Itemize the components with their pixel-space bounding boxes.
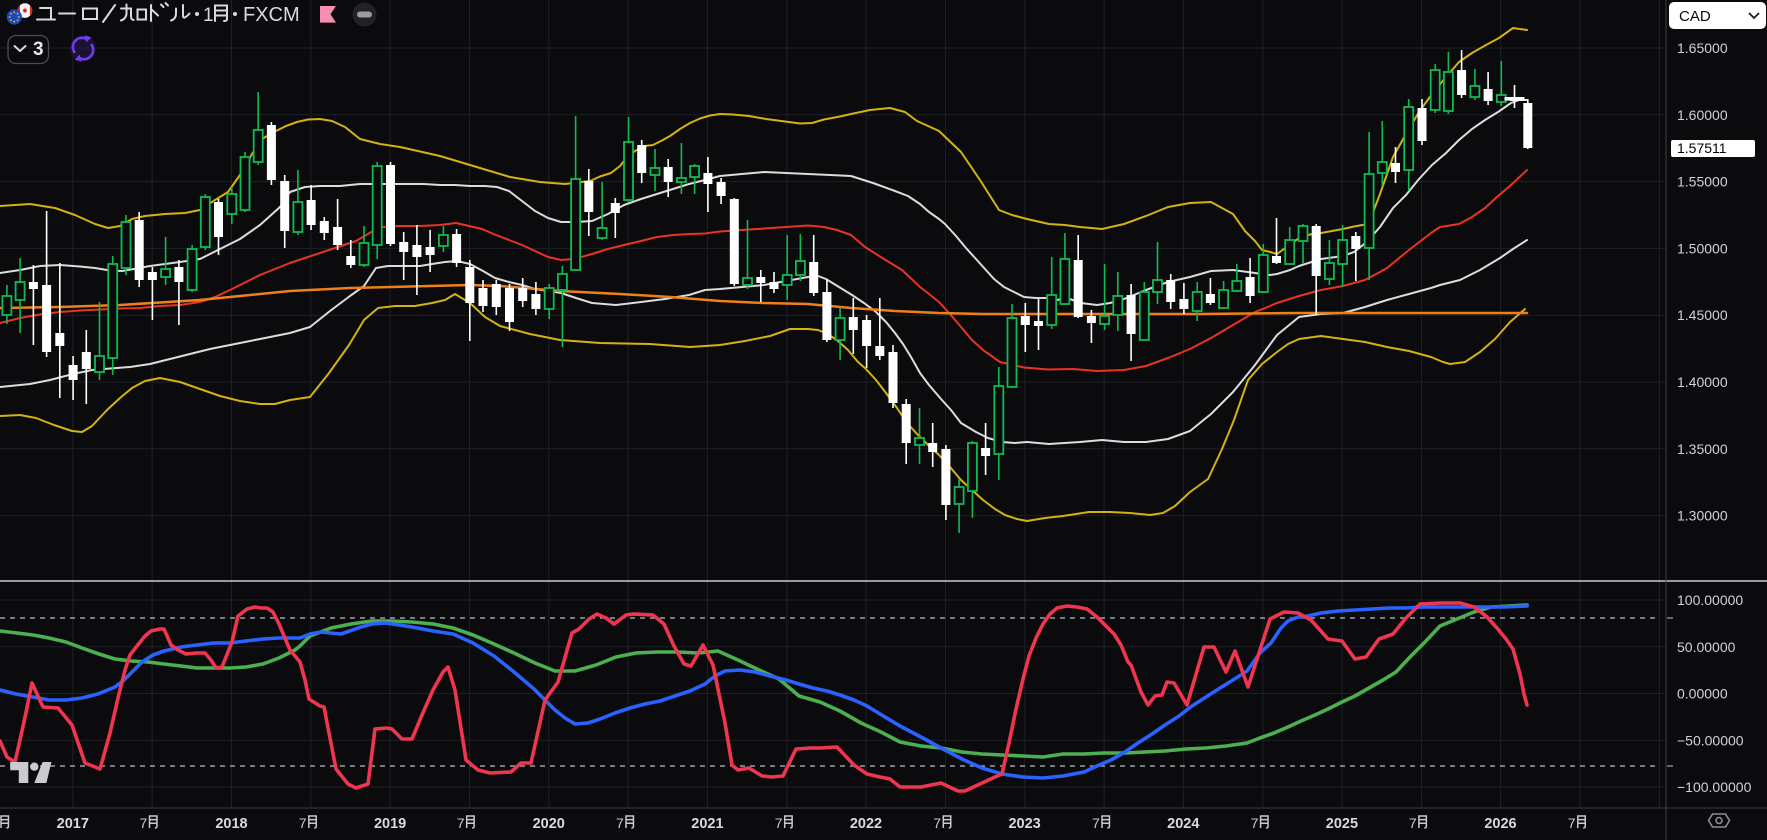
svg-text:7: 7: [299, 815, 307, 831]
svg-text:7: 7: [1568, 815, 1576, 831]
svg-text:2024: 2024: [1167, 816, 1199, 832]
svg-text:−50.00000: −50.00000: [1677, 732, 1744, 748]
svg-text:1.40000: 1.40000: [1677, 374, 1728, 390]
svg-text:7: 7: [616, 815, 624, 831]
svg-text:1.65000: 1.65000: [1677, 40, 1728, 56]
svg-text:1.55000: 1.55000: [1677, 174, 1728, 190]
svg-text:100.00000: 100.00000: [1677, 592, 1743, 608]
svg-text:2025: 2025: [1326, 816, 1358, 832]
svg-text:7: 7: [775, 815, 783, 831]
svg-text:FXCM: FXCM: [243, 4, 300, 26]
svg-text:1.57511: 1.57511: [1677, 140, 1727, 156]
svg-text:7: 7: [140, 815, 148, 831]
svg-text:2022: 2022: [850, 816, 882, 832]
svg-text:7: 7: [933, 815, 941, 831]
svg-text:2018: 2018: [215, 816, 247, 832]
svg-text:7: 7: [1409, 815, 1417, 831]
svg-text:3: 3: [33, 39, 44, 60]
svg-text:2019: 2019: [374, 816, 406, 832]
svg-text:2020: 2020: [533, 816, 565, 832]
svg-text:2026: 2026: [1484, 816, 1516, 832]
svg-text:7: 7: [1251, 815, 1259, 831]
svg-text:CAD: CAD: [1679, 8, 1711, 25]
svg-text:50.00000: 50.00000: [1677, 639, 1736, 655]
svg-text:2023: 2023: [1008, 816, 1040, 832]
svg-text:1.30000: 1.30000: [1677, 508, 1728, 524]
svg-text:1.50000: 1.50000: [1677, 240, 1728, 256]
svg-text:1: 1: [203, 5, 214, 26]
svg-text:1.45000: 1.45000: [1677, 307, 1728, 323]
svg-text:2021: 2021: [691, 816, 723, 832]
svg-text:0.00000: 0.00000: [1677, 686, 1728, 702]
svg-text:2017: 2017: [57, 816, 89, 832]
svg-text:7: 7: [1092, 815, 1100, 831]
svg-text:−100.00000: −100.00000: [1677, 779, 1752, 795]
svg-text:1.60000: 1.60000: [1677, 107, 1728, 123]
svg-text:1.35000: 1.35000: [1677, 441, 1728, 457]
svg-text:7: 7: [457, 815, 465, 831]
